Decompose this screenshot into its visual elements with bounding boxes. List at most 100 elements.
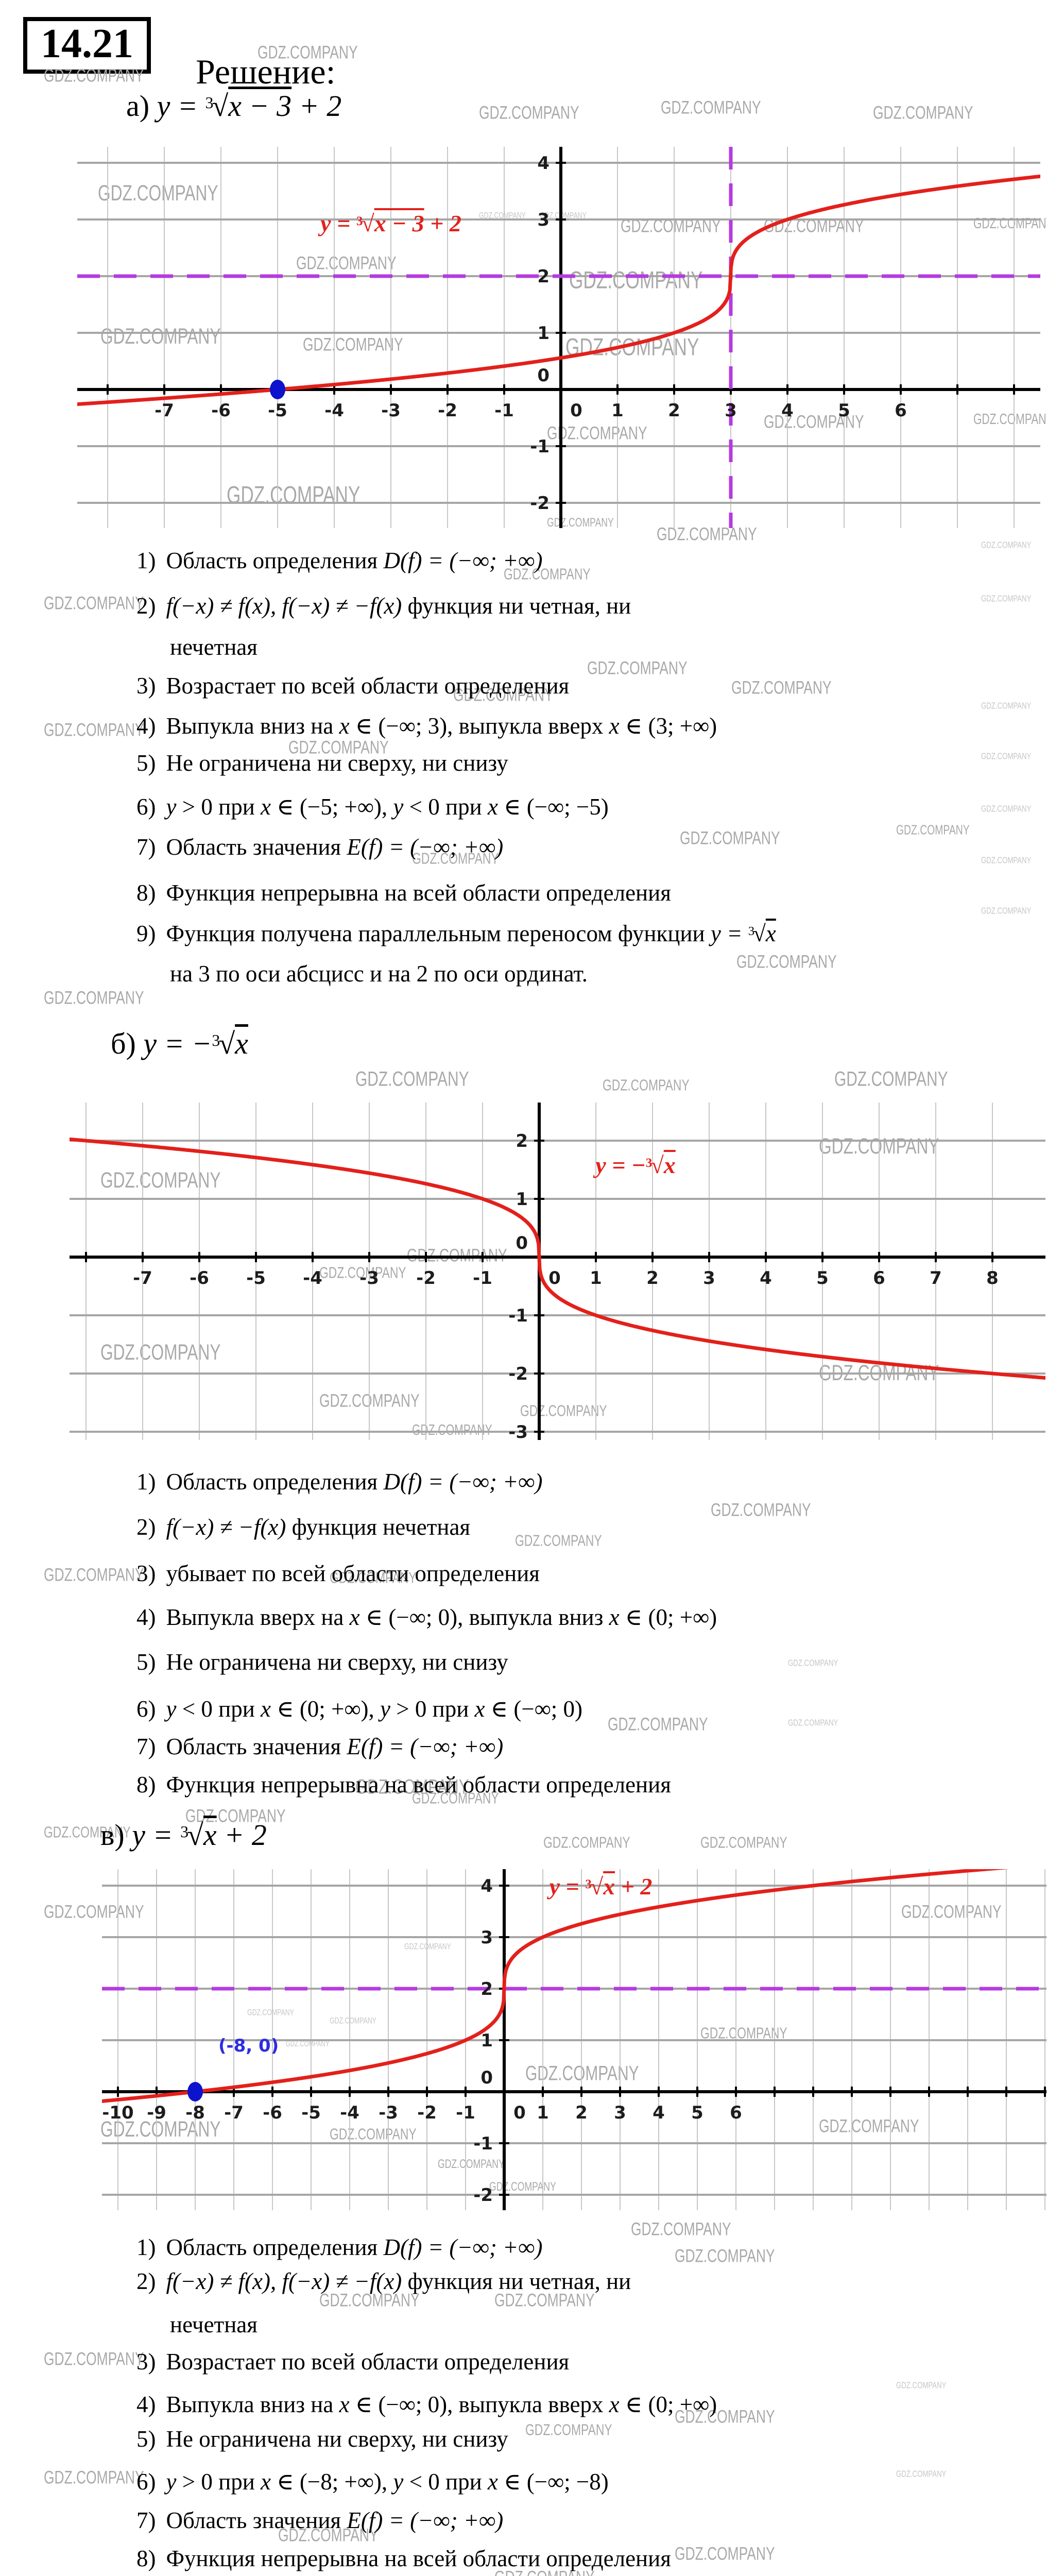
solution-item-a: 2) f(−x) ≠ f(x), f(−x) ≠ −f(x) функция ни…: [136, 592, 631, 619]
problem-number: 14.21: [23, 17, 151, 74]
text-segment: ∈ (−5; +∞),: [271, 794, 393, 820]
x-tick-label: 7: [930, 1268, 942, 1289]
watermark: GDZ.COMPANY: [896, 2380, 947, 2391]
watermark: GDZ.COMPANY: [44, 66, 144, 86]
watermark: GDZ.COMPANY: [44, 2468, 144, 2488]
text-segment: нечетная: [170, 634, 258, 660]
item-number: 8): [136, 2546, 156, 2571]
text-segment: x: [487, 2469, 498, 2495]
text-segment: x: [487, 794, 498, 820]
text-segment: + 2: [424, 210, 461, 236]
item-number: 6): [136, 2469, 156, 2495]
item-number: 4): [136, 2392, 156, 2417]
watermark: GDZ.COMPANY: [675, 2246, 775, 2266]
text-segment: Функция непрерывна на всей области опред…: [166, 2546, 671, 2571]
watermark: GDZ.COMPANY: [98, 180, 218, 206]
watermark: GDZ.COMPANY: [981, 540, 1032, 551]
x-tick-label: -2: [417, 2103, 437, 2123]
y-tick-label: 2: [537, 266, 550, 287]
text-segment: y =: [157, 89, 205, 123]
graph-b: -7 -6 -5 -4 -3 -2 -1 0 1 2 3 4 5 6 7 8 -3 -2 -1 0 1 2: [70, 1103, 1045, 1440]
solution-item-b: 6) y < 0 при x ∈ (0; +∞), y > 0 при x ∈ (…: [136, 1695, 582, 1722]
solution-item-a: 5) Не ограничена ни сверху, ни снизу: [136, 750, 508, 776]
item-number: 2): [136, 2268, 156, 2294]
text-segment: Выпукла вниз на: [166, 713, 339, 739]
watermark: GDZ.COMPANY: [278, 2526, 379, 2546]
text-segment: ∈ (0; +∞),: [271, 1696, 381, 1722]
text-segment: Область определения: [166, 2234, 384, 2260]
y-tick-label: 1: [480, 2030, 493, 2051]
item-number: 2): [136, 1514, 156, 1540]
text-segment: y =: [549, 1873, 586, 1900]
solution-item-a: 8) Функция непрерывна на всей области опр…: [136, 879, 671, 906]
watermark: GDZ.COMPANY: [540, 210, 587, 220]
watermark: GDZ.COMPANY: [412, 849, 499, 868]
x-tick-label: 4: [760, 1268, 772, 1289]
solution-item-v: нечетная: [170, 2311, 258, 2338]
text-segment: x: [261, 794, 271, 820]
x-tick-label: -4: [324, 400, 344, 421]
watermark: GDZ.COMPANY: [565, 334, 699, 361]
x-tick-label: -2: [438, 400, 457, 421]
watermark: GDZ.COMPANY: [981, 906, 1032, 917]
solution-item-v: 4) Выпукла вниз на x ∈ (−∞; 0), выпукла в…: [136, 2391, 717, 2418]
text-segment: =: [720, 921, 748, 946]
solution-label: Решение:: [196, 52, 336, 91]
text-segment: Не ограничена ни сверху, ни снизу: [166, 2426, 508, 2452]
watermark: GDZ.COMPANY: [834, 1067, 948, 1091]
item-number: 1): [136, 2234, 156, 2260]
watermark: GDZ.COMPANY: [44, 1823, 131, 1841]
item-number: 2): [136, 593, 156, 619]
text-segment: Область определения: [166, 548, 384, 573]
item-number: 3): [136, 2349, 156, 2375]
text-segment: Функция непрерывна на всей области опред…: [166, 880, 671, 906]
y-tick-label: 3: [537, 210, 550, 230]
watermark: GDZ.COMPANY: [286, 2039, 330, 2048]
text-segment: x: [349, 1604, 360, 1630]
watermark: GDZ.COMPANY: [675, 2544, 775, 2564]
watermark: GDZ.COMPANY: [44, 2349, 144, 2369]
text-segment: б): [111, 1027, 144, 1060]
watermark: GDZ.COMPANY: [44, 1902, 144, 1922]
text-segment: ∈ (−∞; 0): [485, 1696, 583, 1722]
text-segment: x: [261, 2469, 271, 2495]
watermark: GDZ.COMPANY: [981, 751, 1032, 762]
item-number: 9): [136, 921, 156, 946]
text-segment: функция ни четная, ни: [402, 593, 631, 619]
text-segment: ∈ (3; +∞): [619, 713, 717, 739]
text-segment: Область определения: [166, 1469, 384, 1495]
watermark: GDZ.COMPANY: [608, 1715, 708, 1735]
watermark: GDZ.COMPANY: [355, 1775, 469, 1799]
watermark: GDZ.COMPANY: [873, 103, 973, 123]
item-number: 3): [136, 673, 156, 699]
item-number: 5): [136, 2426, 156, 2452]
watermark: GDZ.COMPANY: [479, 210, 526, 220]
text-segment: y: [710, 921, 721, 946]
item-number: 8): [136, 1772, 156, 1798]
x-tick-label: -5: [301, 2103, 321, 2123]
watermark: GDZ.COMPANY: [981, 701, 1032, 711]
text-segment: ∈ (−∞; −8): [497, 2469, 609, 2495]
x-tick-label: -5: [246, 1268, 266, 1289]
watermark: GDZ.COMPANY: [319, 1263, 406, 1282]
text-segment: 3√x: [748, 921, 776, 946]
graph-a-svg: -7 -6 -5 -4 -3 -2 -1 0 1 2 3 4 5 6 -2 -1 0 1 2 3 4: [77, 147, 1040, 528]
watermark: GDZ.COMPANY: [44, 1565, 144, 1585]
text-segment: 3√x − 3: [356, 210, 424, 236]
x-tick-label: -2: [416, 1268, 436, 1289]
watermark: GDZ.COMPANY: [520, 1401, 607, 1420]
watermark: GDZ.COMPANY: [675, 2407, 775, 2427]
watermark: GDZ.COMPANY: [330, 1568, 417, 1587]
watermark: GDZ.COMPANY: [525, 2420, 612, 2439]
watermark: GDZ.COMPANY: [819, 2116, 919, 2137]
watermark: GDZ.COMPANY: [543, 1833, 630, 1852]
text-segment: y =: [132, 1818, 181, 1852]
x-tick-label: 1: [611, 400, 624, 421]
curve: [77, 174, 1040, 406]
item-number: 1): [136, 548, 156, 573]
x-tick-label: 8: [986, 1268, 999, 1289]
y-tick-label: -2: [473, 2185, 493, 2206]
x-tick-label: 5: [838, 400, 850, 421]
item-number: 8): [136, 880, 156, 906]
text-segment: 3√x − 3: [205, 89, 292, 123]
